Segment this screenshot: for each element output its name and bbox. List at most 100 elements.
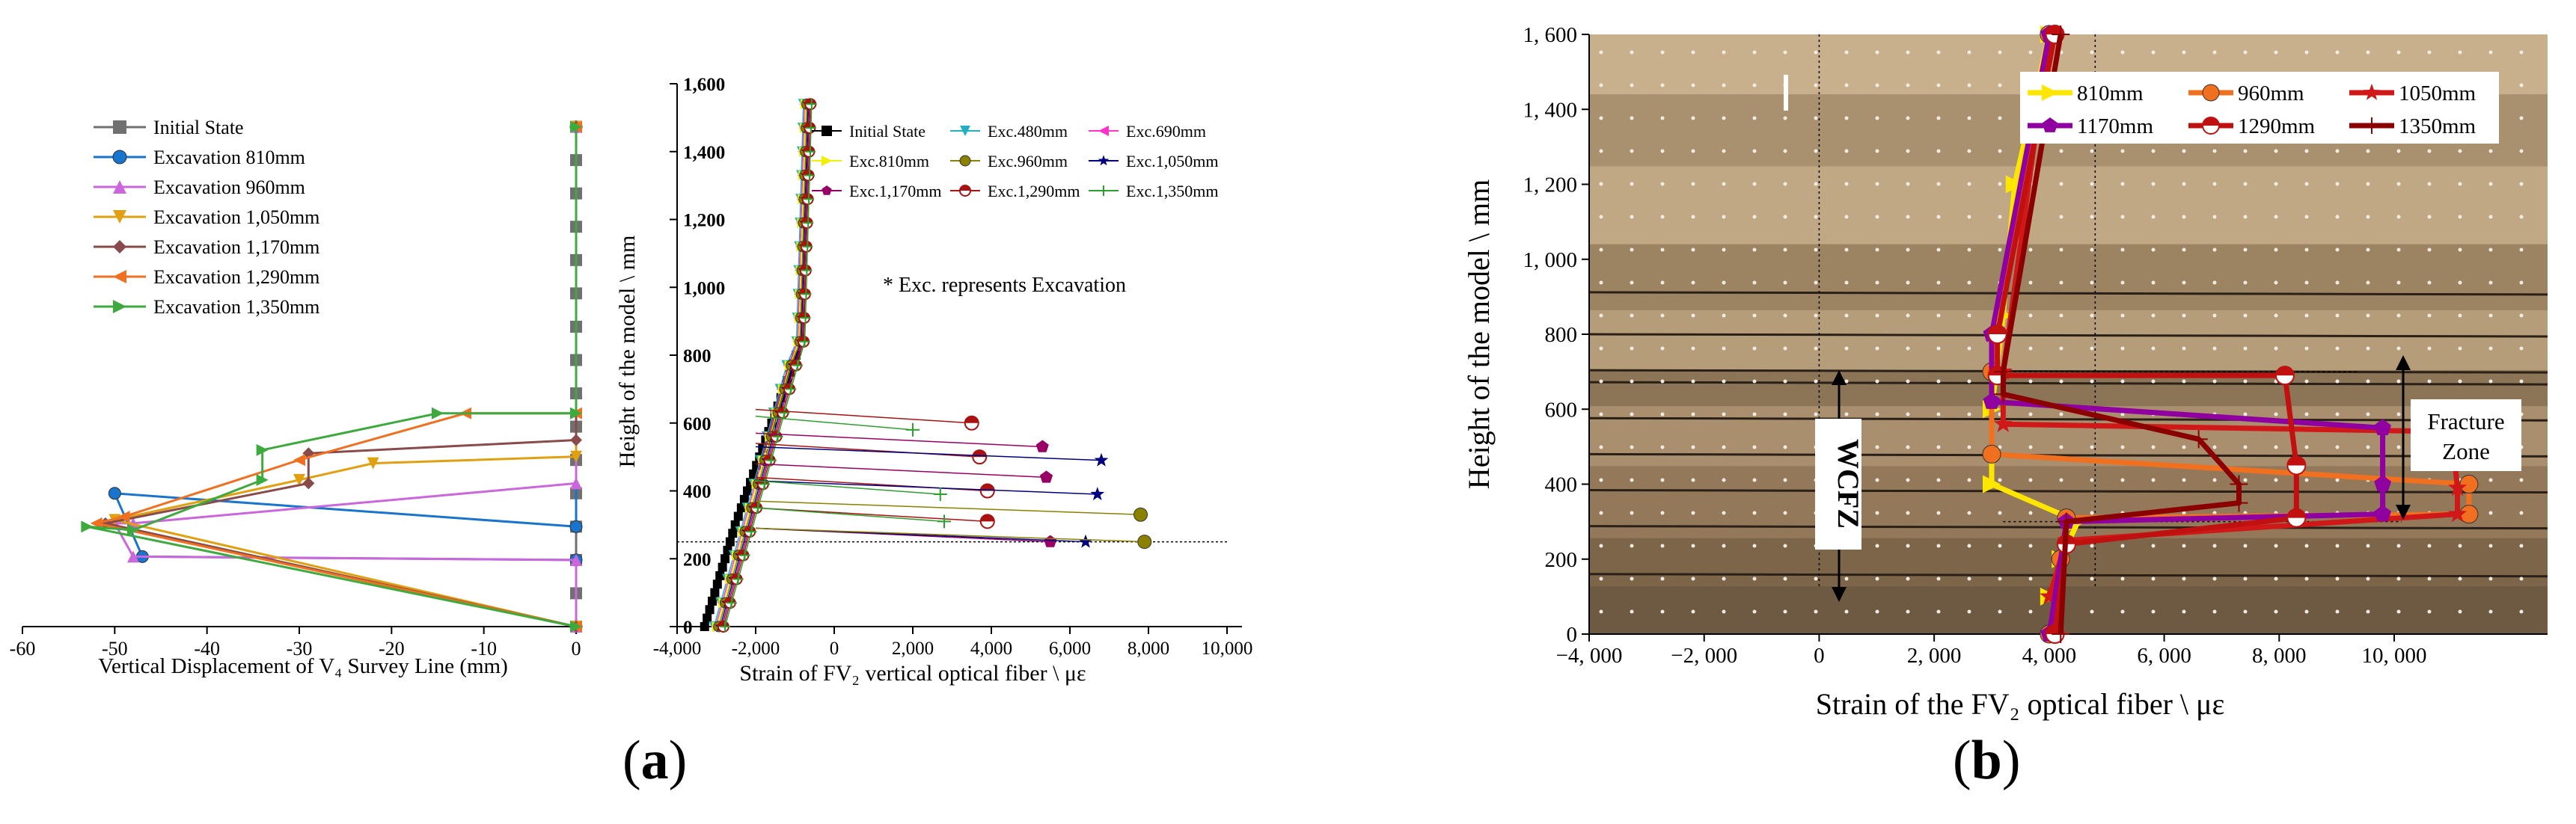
b-point xyxy=(2286,508,2307,528)
photo-grid-dot xyxy=(2182,544,2186,548)
photo-grid-dot xyxy=(2458,609,2462,614)
photo-grid-dot xyxy=(2090,149,2094,153)
b-legend-box xyxy=(2020,72,2499,144)
a2-point xyxy=(779,408,790,419)
photo-grid-dot xyxy=(2151,379,2156,384)
photo-grid-dot xyxy=(2304,280,2309,285)
photo-grid-dot xyxy=(2243,215,2248,219)
photo-grid-dot xyxy=(2212,280,2217,285)
a1-point xyxy=(570,434,582,446)
a1-legend-marker xyxy=(113,180,126,194)
photo-grid-dot xyxy=(2212,577,2217,581)
photo-grid-dot xyxy=(1875,215,1879,219)
photo-grid-dot xyxy=(2427,313,2432,318)
photo-grid-dot xyxy=(1722,577,1726,581)
b-x-tick-label: 0 xyxy=(1814,644,1825,668)
photo-grid-dot xyxy=(2243,445,2248,449)
photo-grid-dot xyxy=(2243,577,2248,581)
photo-grid-dot xyxy=(1783,577,1787,581)
a2-x-tick-label: 4,000 xyxy=(970,639,1012,659)
photo-grid-dot xyxy=(1660,280,1665,285)
panel-label-a: (a) xyxy=(622,730,688,791)
a1-x-tick-label: -50 xyxy=(102,638,128,659)
photo-grid-dot xyxy=(2458,215,2462,219)
photo-grid-dot xyxy=(2090,577,2094,581)
photo-grid-dot xyxy=(1630,83,1634,87)
photo-grid-dot xyxy=(1783,478,1787,482)
a1-point xyxy=(367,457,379,470)
photo-grid-dot xyxy=(1783,149,1787,153)
photo-grid-dot xyxy=(2274,280,2278,285)
photo-grid-dot xyxy=(2488,577,2493,581)
b-point xyxy=(1983,475,2001,494)
a2-initial-point xyxy=(707,596,717,606)
b-point xyxy=(2374,475,2391,492)
photo-grid-dot xyxy=(2396,50,2401,55)
photo-grid-dot xyxy=(2458,182,2462,186)
a1-x-axis-label: Vertical Displacement of V₄ Survey Line … xyxy=(98,654,508,678)
b-legend-marker-fill xyxy=(2203,117,2219,126)
photo-grid-dot xyxy=(1752,313,1757,318)
photo-grid-dot xyxy=(2458,313,2462,318)
a1-legend-label: Excavation 1,290mm xyxy=(153,266,319,288)
b-wcfz-arrowhead-down xyxy=(1832,587,1847,602)
photo-grid-dot xyxy=(1814,609,1818,614)
photo-grid-dot xyxy=(2212,313,2217,318)
photo-grid-dot xyxy=(2243,346,2248,351)
b-y-axis-label: Height of the model \ mm xyxy=(1462,179,1496,489)
photo-grid-dot xyxy=(2090,182,2094,186)
photo-grid-dot xyxy=(2120,346,2125,351)
photo-grid-dot xyxy=(1691,83,1695,87)
photo-grid-dot xyxy=(1660,182,1665,186)
a2-point-fill xyxy=(798,336,810,342)
photo-grid-dot xyxy=(1783,280,1787,285)
photo-grid-dot xyxy=(1906,544,1910,548)
a2-initial-point xyxy=(718,562,727,572)
photo-grid-dot xyxy=(1783,544,1787,548)
a2-initial-point xyxy=(705,605,715,615)
photo-grid-dot xyxy=(1906,50,1910,55)
photo-grid-dot xyxy=(2335,609,2340,614)
photo-stratum xyxy=(1589,310,2548,371)
a1-series-line xyxy=(105,126,578,628)
a2-initial-point xyxy=(712,579,722,589)
photo-grid-dot xyxy=(1722,280,1726,285)
photo-grid-dot xyxy=(1599,149,1603,153)
photo-grid-dot xyxy=(2212,609,2217,614)
photo-grid-dot xyxy=(1722,116,1726,120)
photo-grid-dot xyxy=(2028,412,2033,416)
photo-grid-dot xyxy=(2182,149,2186,153)
photo-grid-dot xyxy=(2212,379,2217,384)
photo-grid-dot xyxy=(2396,346,2401,351)
photo-grid-dot xyxy=(2151,577,2156,581)
a2-x-tick-label: 10,000 xyxy=(1202,639,1253,659)
photo-grid-dot xyxy=(1599,511,1603,515)
photo-stratum xyxy=(1589,585,2548,634)
a2-legend-label: Exc.690mm xyxy=(1126,122,1206,141)
photo-grid-dot xyxy=(1691,445,1695,449)
photo-grid-dot xyxy=(1906,379,1910,384)
photo-crack xyxy=(1588,452,2548,458)
photo-grid-dot xyxy=(2028,50,2033,55)
photo-grid-dot xyxy=(1844,379,1849,384)
photo-grid-dot xyxy=(2488,215,2493,219)
a1-legend: Initial State Excavation 810mm Excavation … xyxy=(94,117,319,318)
b-fracture-box xyxy=(2411,399,2521,471)
a2-point xyxy=(802,241,813,252)
photo-grid-dot xyxy=(1844,50,1849,55)
photo-grid-dot xyxy=(1967,247,1971,252)
b-legend-marker xyxy=(2364,117,2380,134)
a2-point xyxy=(786,384,797,395)
photo-grid-dot xyxy=(1783,215,1787,219)
photo-grid-dot xyxy=(2458,247,2462,252)
b-legend-marker xyxy=(2042,84,2058,101)
photo-grid-dot xyxy=(1875,247,1879,252)
a1-legend-marker xyxy=(113,270,126,283)
photo-grid-dot xyxy=(1998,149,2002,153)
b-y-tick-label: 800 xyxy=(1545,323,1578,347)
photo-grid-dot xyxy=(1722,50,1726,55)
photo-grid-dot xyxy=(1691,313,1695,318)
photo-grid-dot xyxy=(1814,182,1818,186)
photo-grid-dot xyxy=(1936,544,1941,548)
photo-crack xyxy=(1588,333,2548,338)
